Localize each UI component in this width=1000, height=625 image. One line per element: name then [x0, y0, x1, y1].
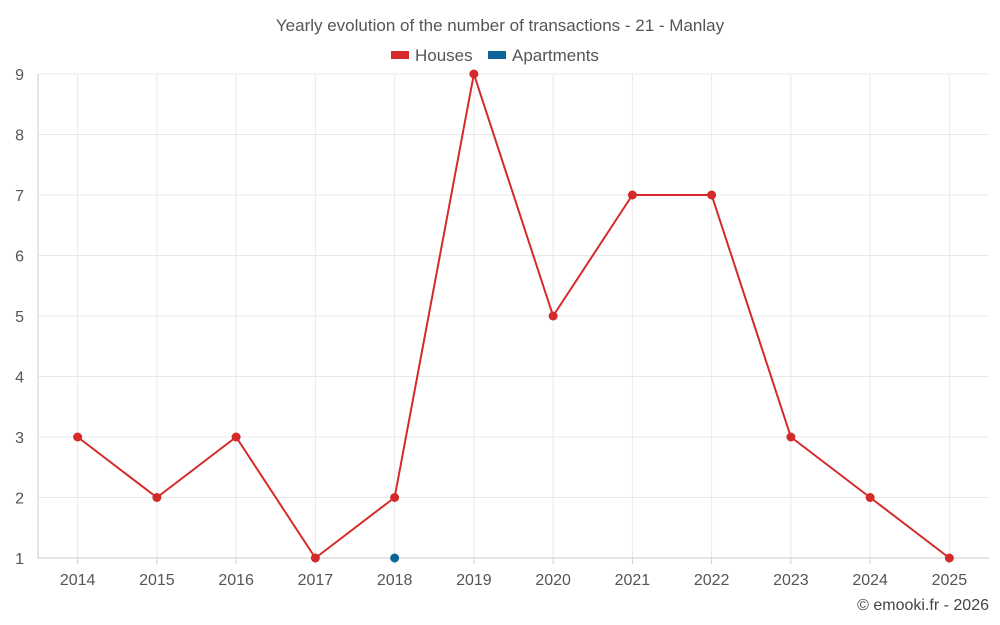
- data-point-houses[interactable]: [627, 190, 637, 200]
- series-line-houses: [77, 73, 950, 559]
- grid: [38, 73, 989, 558]
- x-tick-label: 2018: [377, 572, 413, 589]
- y-tick-label: 8: [15, 128, 24, 145]
- legend-label-houses: Houses: [415, 46, 473, 65]
- data-point-houses[interactable]: [231, 432, 241, 442]
- y-tick-label: 7: [15, 188, 24, 205]
- legend[interactable]: Houses Apartments: [391, 46, 599, 65]
- y-tick-label: 2: [15, 491, 24, 508]
- legend-item-houses[interactable]: Houses: [391, 46, 473, 65]
- x-tick-label: 2025: [932, 572, 968, 589]
- data-point-houses[interactable]: [944, 553, 954, 563]
- legend-swatch-apartments: [488, 51, 506, 59]
- legend-item-apartments[interactable]: Apartments: [488, 46, 599, 65]
- y-tick-label: 5: [15, 309, 24, 326]
- x-tick-label: 2023: [773, 572, 809, 589]
- data-point-houses[interactable]: [152, 493, 162, 502]
- data-point-houses[interactable]: [73, 432, 83, 442]
- data-point-houses[interactable]: [865, 493, 875, 502]
- series-layer: [73, 69, 954, 563]
- x-tick-label: 2017: [298, 572, 334, 589]
- axes: [37, 74, 989, 559]
- data-point-houses[interactable]: [707, 190, 717, 200]
- y-tick-label: 1: [15, 551, 24, 568]
- x-tick-label: 2021: [615, 572, 651, 589]
- x-tick-label: 2019: [456, 572, 492, 589]
- data-point-houses[interactable]: [310, 553, 320, 563]
- data-point-houses[interactable]: [548, 311, 558, 321]
- x-tick-label: 2015: [139, 572, 175, 589]
- y-tick-label: 3: [15, 430, 24, 447]
- x-tick-label: 2022: [694, 572, 730, 589]
- data-point-apartments[interactable]: [390, 553, 400, 563]
- x-tick-label: 2014: [60, 572, 96, 589]
- x-tick-label: 2024: [852, 572, 888, 589]
- y-tick-label: 6: [15, 249, 24, 266]
- x-axis-ticks: 2014 2015 2016 2017 2018 2019 2020 2021 2022 2023…: [60, 558, 967, 589]
- x-tick-label: 2020: [535, 572, 571, 589]
- y-tick-label: 4: [15, 370, 24, 387]
- data-point-houses[interactable]: [469, 69, 479, 79]
- y-tick-label: 9: [15, 67, 24, 84]
- credit-text: © emooki.fr - 2026: [857, 597, 989, 614]
- data-point-houses[interactable]: [390, 493, 400, 502]
- y-axis-ticks: 1 2 3 4 5 6 7 8 9: [15, 67, 24, 568]
- chart-title: Yearly evolution of the number of transa…: [276, 16, 725, 35]
- data-point-houses[interactable]: [786, 432, 796, 442]
- legend-label-apartments: Apartments: [512, 46, 599, 65]
- x-tick-label: 2016: [218, 572, 254, 589]
- legend-swatch-houses: [391, 51, 409, 59]
